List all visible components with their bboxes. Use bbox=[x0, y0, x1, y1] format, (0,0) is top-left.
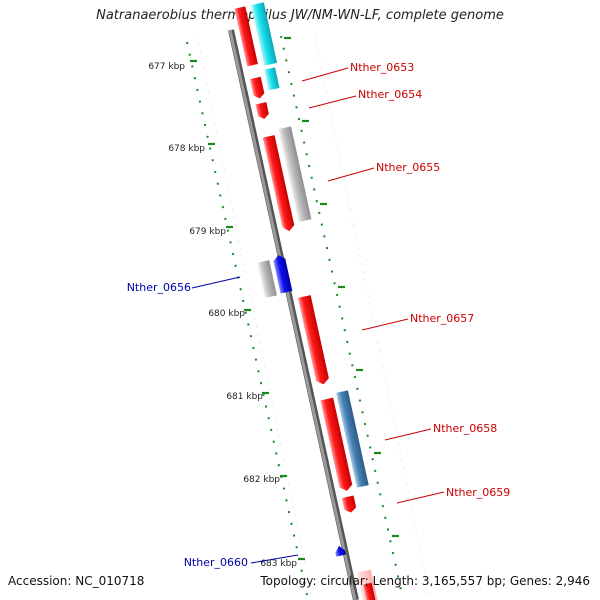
genome-backbone-highlight bbox=[228, 29, 357, 600]
cds-feature[interactable] bbox=[255, 102, 270, 120]
kbp-label: 678 kbp bbox=[168, 144, 205, 154]
cyan-feature[interactable] bbox=[251, 2, 278, 66]
genome-summary-text: Topology: circular; Length: 3,165,557 bp… bbox=[260, 574, 590, 588]
gray-feature[interactable] bbox=[278, 126, 312, 222]
cds-feature[interactable] bbox=[362, 582, 379, 600]
cds-feature-nther-0658[interactable] bbox=[320, 397, 353, 493]
cds-feature[interactable] bbox=[234, 6, 258, 67]
map-title: Natranaerobius thermophilus JW/NM-WN-LF,… bbox=[96, 8, 504, 23]
gray-feature[interactable] bbox=[257, 260, 277, 298]
cds-feature-nther-0654[interactable] bbox=[249, 76, 265, 100]
cds-feature-nther-0660[interactable] bbox=[334, 545, 347, 557]
steelblue-feature[interactable] bbox=[336, 390, 369, 488]
cds-feature-nther-0657[interactable] bbox=[297, 295, 330, 386]
gene-label-nther-0655[interactable]: Nther_0655 bbox=[376, 161, 440, 174]
gene-label-nther-0654[interactable]: Nther_0654 bbox=[358, 88, 422, 101]
cds-feature-nther-0655[interactable] bbox=[262, 135, 296, 232]
gene-labels: Nther_0653 Nther_0654 Nther_0655 Nther_0… bbox=[127, 61, 511, 569]
cds-feature-nther-0659[interactable] bbox=[341, 495, 357, 514]
kbp-label: 680 kbp bbox=[208, 309, 245, 319]
accession-text: Accession: NC_010718 bbox=[8, 574, 145, 588]
cyan-feature[interactable] bbox=[264, 67, 280, 91]
gene-label-nther-0659[interactable]: Nther_0659 bbox=[446, 486, 510, 499]
kbp-label: 679 kbp bbox=[189, 227, 226, 237]
kbp-label: 683 kbp bbox=[260, 559, 297, 569]
gene-label-nther-0660[interactable]: Nther_0660 bbox=[184, 556, 248, 569]
kbp-label: 682 kbp bbox=[243, 475, 280, 485]
gene-label-nther-0657[interactable]: Nther_0657 bbox=[410, 312, 474, 325]
cds-feature-nther-0656[interactable] bbox=[272, 254, 293, 294]
ruler-major-ticks bbox=[190, 36, 399, 561]
ruler-labels: 677 kbp 678 kbp 679 kbp 680 kbp 681 kbp … bbox=[148, 62, 297, 569]
kbp-label: 677 kbp bbox=[148, 62, 185, 72]
gene-label-nther-0658[interactable]: Nther_0658 bbox=[433, 422, 497, 435]
kbp-label: 681 kbp bbox=[226, 392, 263, 402]
feature-track bbox=[234, 2, 380, 600]
gene-label-nther-0653[interactable]: Nther_0653 bbox=[350, 61, 414, 74]
label-leaders bbox=[191, 67, 445, 564]
gene-label-nther-0656[interactable]: Nther_0656 bbox=[127, 281, 191, 294]
